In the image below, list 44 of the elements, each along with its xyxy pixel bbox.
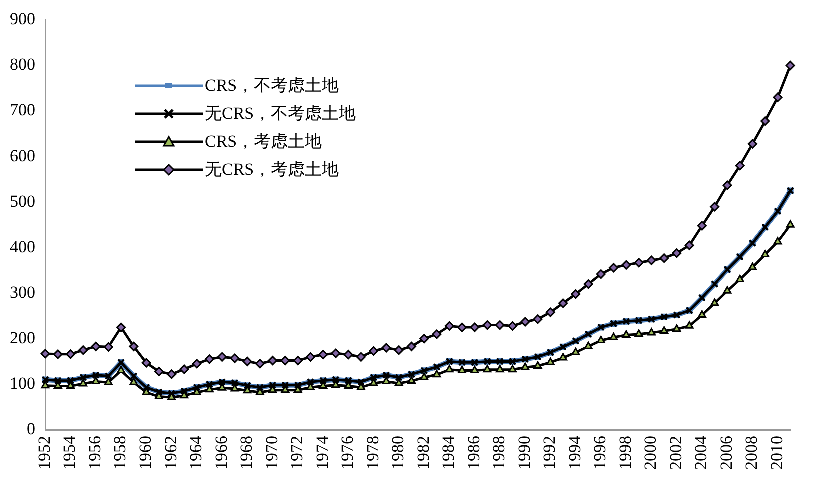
x-tick-label: 1952 xyxy=(34,436,54,470)
x-tick-label: 2008 xyxy=(742,436,762,470)
x-tick-label: 1992 xyxy=(540,436,560,470)
x-tick-label: 1976 xyxy=(338,436,358,470)
legend-label: CRS，考虑土地 xyxy=(205,131,322,153)
y-tick-label: 800 xyxy=(10,55,36,74)
x-tick-label: 2000 xyxy=(641,436,660,470)
y-tick-label: 900 xyxy=(10,10,36,29)
x-tick-label: 1986 xyxy=(464,436,484,470)
x-tick-label: 1960 xyxy=(136,436,155,470)
legend-label: CRS，不考虑土地 xyxy=(205,75,340,97)
y-tick-label: 300 xyxy=(10,282,36,302)
x-tick-label: 1998 xyxy=(616,436,635,470)
x-tick-label: 2010 xyxy=(767,436,786,470)
y-tick-label: 100 xyxy=(10,374,36,393)
x-tick-label: 1978 xyxy=(363,436,382,470)
x-tick-label: 1956 xyxy=(85,436,104,470)
x-tick-label: 1988 xyxy=(490,436,509,470)
x-tick-label: 2006 xyxy=(716,436,736,470)
y-tick-label: 600 xyxy=(10,146,36,166)
y-tick-label: 400 xyxy=(10,237,36,256)
x-tick-label: 1990 xyxy=(514,436,534,470)
x-tick-label: 1994 xyxy=(565,436,584,470)
x-tick-label: 1972 xyxy=(288,436,307,470)
y-tick-label: 0 xyxy=(27,419,36,438)
x-tick-label: 2004 xyxy=(692,436,711,470)
legend-label: 无CRS，不考虑土地 xyxy=(205,103,356,125)
x-tick-label: 1996 xyxy=(590,436,610,470)
x-tick-label: 1964 xyxy=(186,436,206,470)
y-tick-label: 200 xyxy=(10,328,36,348)
x-tick-label: 2002 xyxy=(666,436,686,470)
x-tick-label: 1980 xyxy=(388,436,408,470)
legend-label: 无CRS，考虑土地 xyxy=(205,159,340,181)
y-tick-label: 700 xyxy=(10,100,36,120)
x-tick-label: 1958 xyxy=(110,436,130,470)
x-tick-label: 1968 xyxy=(237,436,256,470)
x-tick-label: 1974 xyxy=(312,436,332,470)
x-tick-label: 1954 xyxy=(60,436,80,470)
x-tick-label: 1966 xyxy=(212,436,231,470)
x-tick-label: 1970 xyxy=(262,436,282,470)
y-tick-label: 500 xyxy=(10,192,36,211)
x-tick-label: 1984 xyxy=(439,436,458,470)
x-tick-label: 1982 xyxy=(414,436,433,470)
x-tick-label: 1962 xyxy=(161,436,180,470)
